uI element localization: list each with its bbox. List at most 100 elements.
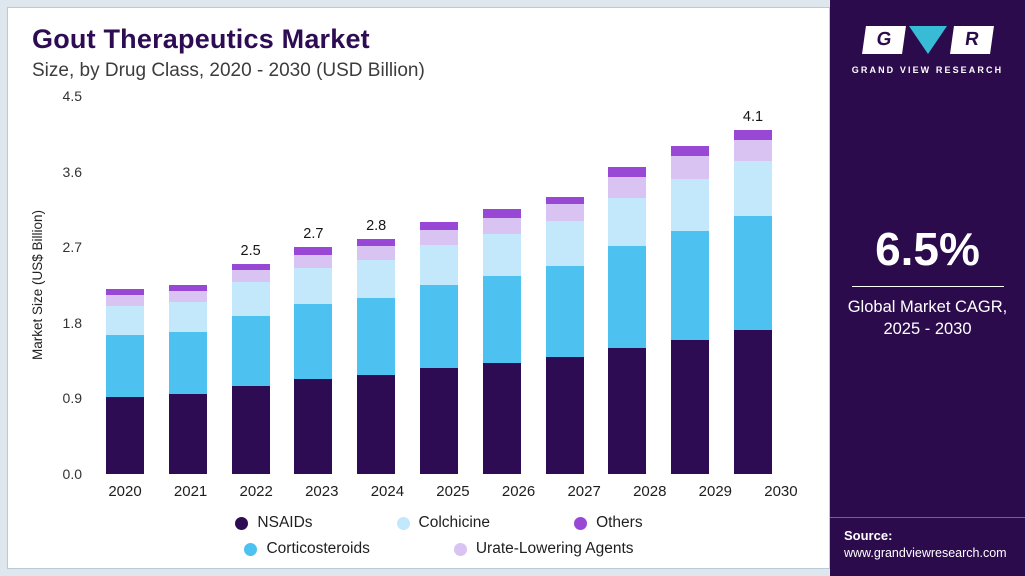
page-title: Gout Therapeutics Market xyxy=(32,24,370,54)
bar-segment-corticosteroids xyxy=(608,246,647,348)
source-url-link[interactable]: www.grandviewresearch.com xyxy=(844,546,1007,560)
cagr-label-line1: Global Market CAGR, xyxy=(847,298,1008,316)
bar-stack xyxy=(482,209,521,474)
x-axis-label: 2027 xyxy=(567,483,601,500)
bar-segment-urate-lowering-agents xyxy=(545,204,584,222)
bar-column xyxy=(106,96,144,474)
bar-segment-nsaids xyxy=(231,385,270,474)
legend-item-corticosteroids: Corticosteroids xyxy=(244,540,370,558)
bar-segment-others xyxy=(419,222,458,230)
bar-segment-colchicine xyxy=(357,259,396,298)
logo-v-triangle-icon xyxy=(908,26,947,54)
bar-stack xyxy=(608,167,647,474)
bar-segment-nsaids xyxy=(545,357,584,474)
brand-name: GRAND VIEW RESEARCH xyxy=(851,65,1004,75)
legend-swatch-icon xyxy=(244,542,258,556)
chart-card: Gout Therapeutics Market Size, by Drug C… xyxy=(7,7,830,569)
x-axis: 2020 2021 2022 2023 2024 2025 2026 2027 2028 2029… xyxy=(92,483,814,500)
cagr-label: Global Market CAGR, 2025 - 2030 xyxy=(830,296,1025,341)
bar-segment-others xyxy=(231,264,270,270)
bar-segment-others xyxy=(545,196,584,205)
bar-segment-urate-lowering-agents xyxy=(608,176,647,198)
bar-segment-corticosteroids xyxy=(294,304,333,380)
bar-segment-nsaids xyxy=(482,363,521,474)
bar-column: 2.8 xyxy=(357,96,396,474)
bar-segment-colchicine xyxy=(545,221,584,266)
bar-segment-nsaids xyxy=(419,368,458,474)
chart-header: Gout Therapeutics Market Size, by Drug C… xyxy=(32,24,425,82)
x-axis-label: 2026 xyxy=(501,483,536,500)
brand-logo: G R GRAND VIEW RESEARCH xyxy=(830,24,1025,75)
sidebar: G R GRAND VIEW RESEARCH 6.5% Global Mark… xyxy=(830,0,1025,576)
x-axis-label: 2025 xyxy=(436,483,470,500)
bar-segment-colchicine xyxy=(231,282,270,317)
bar-segment-others xyxy=(608,167,647,177)
bar-segment-urate-lowering-agents xyxy=(419,229,458,245)
bar-segment-colchicine xyxy=(106,305,144,336)
bar-segment-others xyxy=(671,146,710,157)
bar-segment-colchicine xyxy=(671,179,710,232)
bar-segment-urate-lowering-agents xyxy=(357,245,396,260)
cagr-label-line2: 2025 - 2030 xyxy=(883,320,972,339)
y-axis: 0.0 0.9 1.8 2.7 3.6 4.5 xyxy=(48,88,92,482)
bar-column xyxy=(419,96,458,474)
stacked-bar-chart: Market Size (US$ Billion) 0.0 0.9 1.8 2.7 3.… xyxy=(26,88,814,566)
bar-segment-corticosteroids xyxy=(357,297,396,375)
bar-segment-urate-lowering-agents xyxy=(106,295,144,306)
legend-row: NSAIDs Colchicine Others xyxy=(92,514,786,532)
legend-label: Others xyxy=(596,514,643,531)
legend-swatch-icon xyxy=(453,542,467,556)
plot-area: 2.5 2.7 2.8 4.1 xyxy=(92,96,786,474)
bar-stack xyxy=(294,247,333,474)
bar-segment-others xyxy=(106,289,144,296)
cagr-divider xyxy=(851,286,1004,287)
bars: 2.5 2.7 2.8 4.1 xyxy=(92,96,786,474)
legend-item-urate-lowering-agents: Urate-Lowering Agents xyxy=(453,540,634,558)
legend-item-colchicine: Colchicine xyxy=(396,514,491,532)
bar-segment-nsaids xyxy=(106,396,144,474)
legend-label: Colchicine xyxy=(418,514,491,531)
legend-row: Corticosteroids Urate-Lowering Agents xyxy=(92,540,786,558)
x-axis-label: 2029 xyxy=(698,483,733,500)
bar-total-label: 2.8 xyxy=(366,217,387,234)
source-label: Source: xyxy=(844,528,893,543)
bar-segment-urate-lowering-agents xyxy=(231,269,270,283)
cagr-value: 6.5% xyxy=(875,223,980,275)
cagr-block: 6.5% Global Market CAGR, 2025 - 2030 xyxy=(830,222,1025,341)
bar-segment-others xyxy=(168,285,207,291)
page-subtitle: Size, by Drug Class, 2020 - 2030 (USD Bi… xyxy=(32,60,425,81)
bar-stack xyxy=(545,196,584,474)
bar-segment-nsaids xyxy=(608,347,647,474)
legend-label: NSAIDs xyxy=(257,514,313,531)
bar-segment-urate-lowering-agents xyxy=(733,139,772,161)
legend-swatch-icon xyxy=(235,516,249,530)
x-axis-label: 2022 xyxy=(239,483,273,500)
bar-stack xyxy=(357,238,396,474)
bar-segment-corticosteroids xyxy=(231,316,270,386)
bar-segment-others xyxy=(482,209,521,218)
bar-total-label: 4.1 xyxy=(742,108,764,125)
source-block: Source: www.grandviewresearch.com xyxy=(830,517,1025,576)
bar-column xyxy=(545,96,584,474)
bar-total-label: 2.7 xyxy=(303,226,324,243)
bar-segment-urate-lowering-agents xyxy=(482,217,521,234)
x-axis-label: 2023 xyxy=(305,483,339,500)
bar-segment-colchicine xyxy=(482,233,521,276)
legend-label: Urate-Lowering Agents xyxy=(475,540,634,557)
bar-segment-colchicine xyxy=(733,160,772,217)
bar-segment-others xyxy=(357,238,396,246)
bar-segment-corticosteroids xyxy=(733,216,772,331)
bar-segment-nsaids xyxy=(671,339,710,474)
bar-column xyxy=(608,96,647,474)
x-axis-label: 2020 xyxy=(108,483,142,500)
bar-segment-corticosteroids xyxy=(168,332,207,395)
legend-label: Corticosteroids xyxy=(266,540,370,557)
y-axis-title: Market Size (US$ Billion) xyxy=(29,209,45,361)
bar-segment-corticosteroids xyxy=(482,275,521,364)
bar-segment-urate-lowering-agents xyxy=(294,254,333,269)
logo-r-icon: R xyxy=(949,26,994,54)
x-axis-label: 2024 xyxy=(370,483,405,500)
bar-segment-colchicine xyxy=(608,197,647,247)
bar-segment-corticosteroids xyxy=(671,231,710,340)
